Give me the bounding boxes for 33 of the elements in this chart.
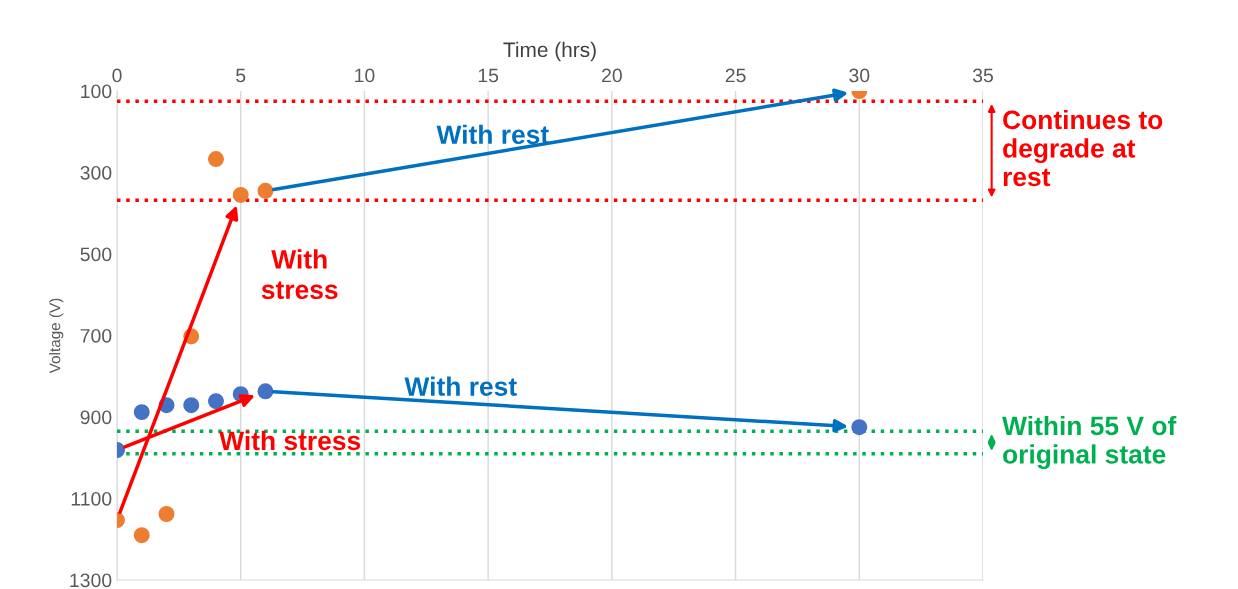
y-tick-label: 700 bbox=[80, 328, 112, 343]
y-tick-label: 300 bbox=[80, 165, 112, 180]
annotation: With stress bbox=[219, 430, 361, 451]
y-tick-label: 1100 bbox=[71, 491, 112, 506]
point bbox=[851, 419, 868, 436]
x-axis-title: Time (hrs) bbox=[503, 41, 596, 62]
y-tick-label: 500 bbox=[80, 247, 112, 262]
point bbox=[158, 506, 175, 522]
annotation: With rest bbox=[436, 124, 549, 145]
x-tick-label: 10 bbox=[355, 68, 375, 83]
point bbox=[232, 186, 249, 203]
x-tick-label: 15 bbox=[478, 68, 499, 83]
y-tick-label: 1300 bbox=[70, 573, 112, 588]
x-tick-label: 35 bbox=[972, 68, 993, 83]
point bbox=[133, 527, 150, 544]
point bbox=[207, 151, 224, 168]
point bbox=[257, 182, 274, 199]
y-tick-label: 900 bbox=[80, 410, 112, 425]
point bbox=[207, 393, 224, 410]
point bbox=[257, 383, 274, 400]
annotation: With rest bbox=[404, 376, 517, 396]
annotation: With stress bbox=[261, 249, 338, 300]
x-tick-label: 20 bbox=[602, 68, 622, 83]
text: Continues to degrade at rest bbox=[1003, 109, 1163, 187]
y-axis-title: Voltage (V) bbox=[49, 298, 64, 374]
x-tick-label: 25 bbox=[725, 68, 746, 83]
point bbox=[183, 397, 200, 414]
y-tick-label: 100 bbox=[81, 84, 112, 99]
x-tick-label: 0 bbox=[112, 68, 122, 83]
x-tick-label: 5 bbox=[236, 68, 246, 83]
point bbox=[133, 404, 150, 421]
x-tick-label: 30 bbox=[849, 68, 870, 83]
text: Within 55 V of original state bbox=[1002, 415, 1177, 470]
